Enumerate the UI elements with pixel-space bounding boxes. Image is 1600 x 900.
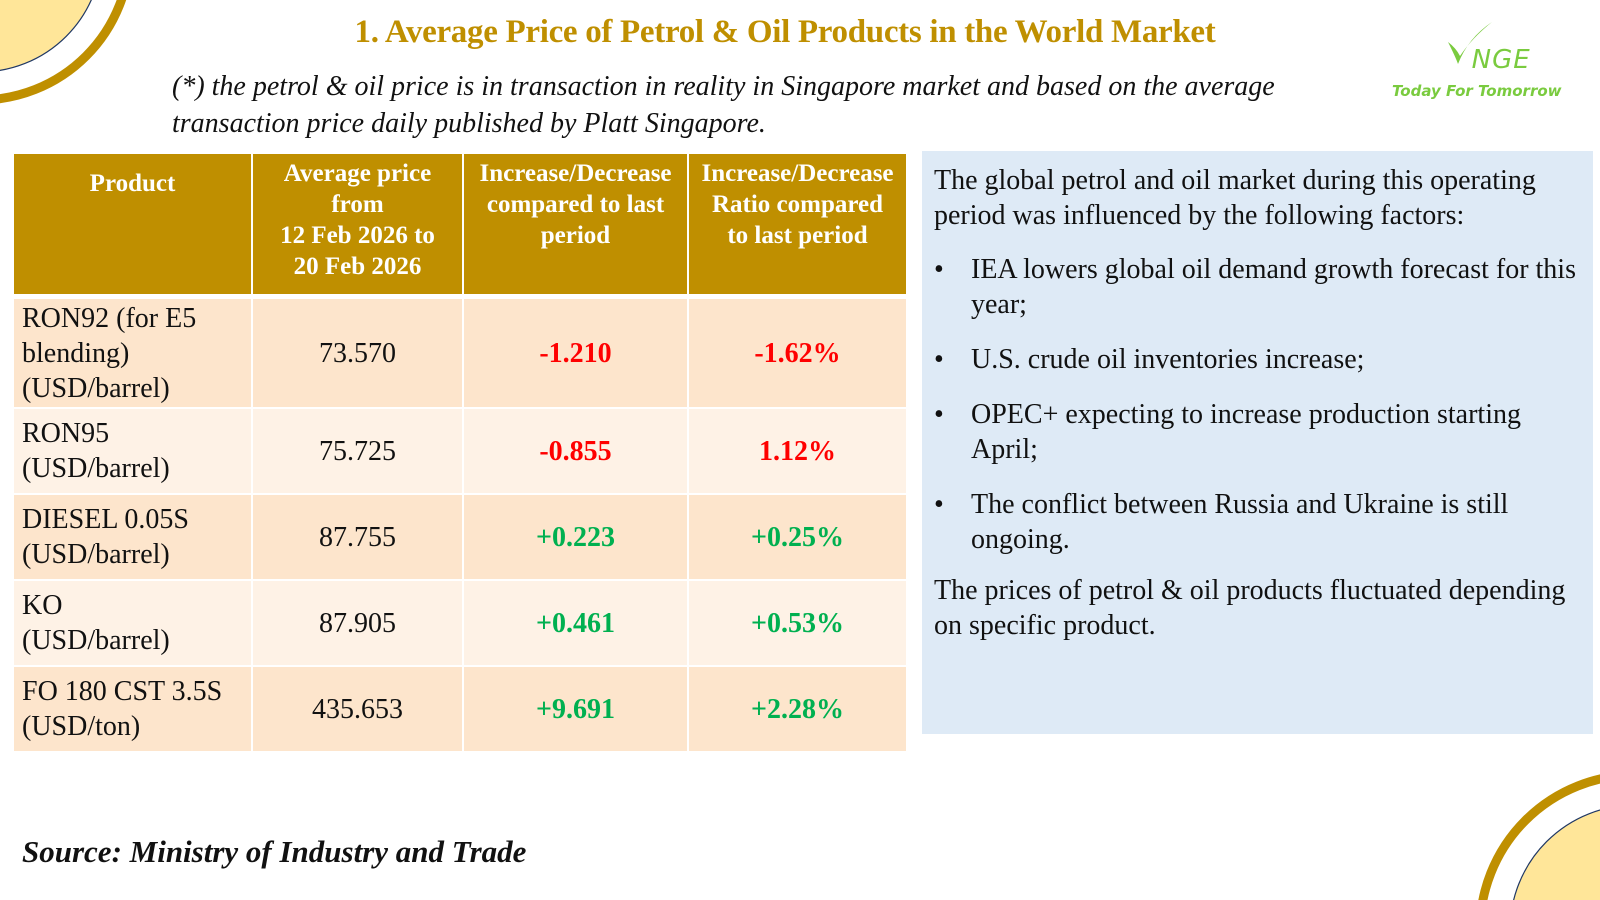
- panel-conclusion: The prices of petrol & oil products fluc…: [934, 575, 1566, 641]
- price-table: Product Average price from 12 Feb 2026 t…: [12, 152, 908, 753]
- corner-decoration-top-left: [0, 0, 127, 104]
- price-note: (*) the petrol & oil price is in transac…: [172, 68, 1392, 142]
- corner-decoration-bottom-right: [1478, 774, 1600, 900]
- price-cell: 75.725: [251, 407, 464, 495]
- change-cell: +0.223: [462, 493, 689, 581]
- product-cell: FO 180 CST 3.5S (USD/ton): [12, 665, 253, 753]
- price-note-line-2: transaction price daily published by Pla…: [172, 108, 766, 139]
- panel-intro: The global petrol and oil market during …: [934, 165, 1536, 231]
- list-item: • IEA lowers global oil demand growth for…: [934, 254, 1576, 320]
- change-cell: -1.210: [462, 295, 689, 409]
- ratio-cell: -1.62%: [687, 295, 908, 409]
- list-item: • The conflict between Russia and Ukraine…: [934, 489, 1509, 555]
- logo-wordmark: VNGE: [1471, 45, 1531, 75]
- bullet-icon: •: [934, 489, 944, 520]
- table-row: FO 180 CST 3.5S (USD/ton) 435.653 +9.691…: [12, 665, 908, 753]
- list-item: • OPEC+ expecting to increase production …: [934, 399, 1521, 465]
- change-cell: +0.461: [462, 579, 689, 667]
- product-cell: KO (USD/barrel): [12, 579, 253, 667]
- product-cell: DIESEL 0.05S (USD/barrel): [12, 493, 253, 581]
- table-row: RON92 (for E5 blending) (USD/barrel) 73.…: [12, 295, 908, 409]
- ratio-cell: +0.53%: [687, 579, 908, 667]
- price-note-line-1: (*) the petrol & oil price is in transac…: [172, 71, 1275, 102]
- ratio-cell: +0.25%: [687, 493, 908, 581]
- bullet-icon: •: [934, 344, 944, 375]
- vnge-logo: VNGE Today For Tomorrow: [1392, 18, 1583, 108]
- table-row: KO (USD/barrel) 87.905 +0.461 +0.53%: [12, 579, 908, 667]
- price-cell: 435.653: [251, 665, 464, 753]
- ratio-cell: 1.12%: [687, 407, 908, 495]
- table-header-row: Product Average price from 12 Feb 2026 t…: [12, 152, 908, 298]
- product-cell: RON92 (for E5 blending) (USD/barrel): [12, 295, 253, 409]
- bullet-icon: •: [934, 254, 944, 285]
- price-cell: 87.755: [251, 493, 464, 581]
- factors-list: • IEA lowers global oil demand growth for…: [934, 252, 1579, 557]
- market-factors-panel: The global petrol and oil market during …: [922, 151, 1593, 734]
- price-cell: 87.905: [251, 579, 464, 667]
- source-citation: Source: Ministry of Industry and Trade: [22, 834, 527, 869]
- header-change: Increase/Decrease compared to last perio…: [462, 152, 689, 298]
- price-cell: 73.570: [251, 295, 464, 409]
- change-cell: -0.855: [462, 407, 689, 495]
- list-item: • U.S. crude oil inventories increase;: [934, 344, 1365, 375]
- header-average-price: Average price from 12 Feb 2026 to 20 Feb…: [251, 152, 464, 298]
- product-cell: RON95 (USD/barrel): [12, 407, 253, 495]
- bullet-icon: •: [934, 399, 944, 430]
- ratio-cell: +2.28%: [687, 665, 908, 753]
- table-row: DIESEL 0.05S (USD/barrel) 87.755 +0.223 …: [12, 493, 908, 581]
- table-row: RON95 (USD/barrel) 75.725 -0.855 1.12%: [12, 407, 908, 495]
- change-cell: +9.691: [462, 665, 689, 753]
- page-title: 1. Average Price of Petrol & Oil Product…: [354, 14, 1216, 50]
- header-product: Product: [12, 152, 253, 298]
- header-change-ratio: Increase/Decrease Ratio compared to last…: [687, 152, 908, 298]
- logo-tagline: Today For Tomorrow: [1392, 82, 1562, 100]
